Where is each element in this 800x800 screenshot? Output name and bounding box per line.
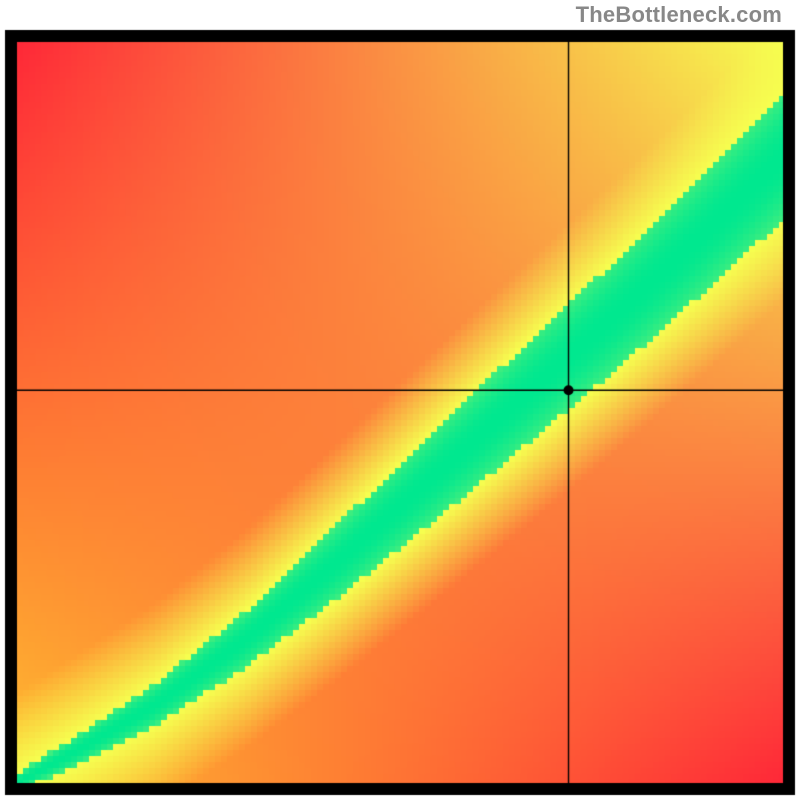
chart-container: TheBottleneck.com: [0, 0, 800, 800]
watermark-text: TheBottleneck.com: [576, 2, 782, 28]
bottleneck-heatmap: [0, 0, 800, 800]
